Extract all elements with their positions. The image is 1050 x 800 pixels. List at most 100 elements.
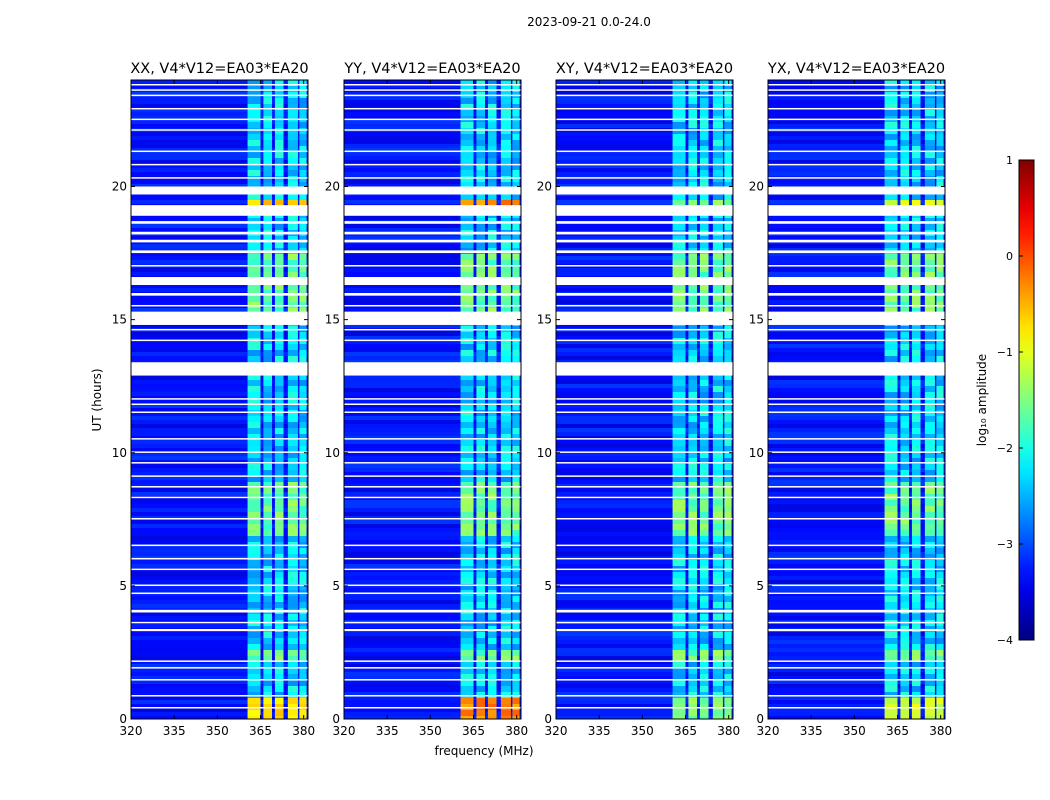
rfi-cell bbox=[287, 626, 298, 632]
flagged-row bbox=[344, 107, 521, 110]
rfi-cell bbox=[699, 332, 709, 338]
rfi-cell bbox=[672, 386, 686, 392]
rfi-cell bbox=[299, 476, 307, 482]
rfi-cell bbox=[247, 110, 261, 116]
flagged-row bbox=[344, 277, 521, 286]
rfi-cell bbox=[460, 554, 474, 560]
rfi-cell bbox=[900, 410, 910, 416]
rfi-cell bbox=[924, 398, 935, 404]
rfi-cell bbox=[287, 680, 298, 686]
rfi-cell bbox=[299, 692, 307, 698]
rfi-cell bbox=[274, 524, 284, 530]
rfi-cell bbox=[287, 572, 298, 578]
rfi-cell bbox=[500, 356, 511, 362]
rfi-cell bbox=[724, 578, 732, 584]
rfi-cell bbox=[884, 596, 898, 602]
rfi-cell bbox=[299, 104, 307, 110]
figure-title: 2023-09-21 0.0-24.0 bbox=[527, 15, 651, 29]
rfi-cell bbox=[287, 380, 298, 386]
rfi-cell bbox=[247, 260, 261, 266]
rfi-cell bbox=[274, 182, 284, 188]
rfi-cell bbox=[460, 548, 474, 554]
rfi-cell bbox=[688, 308, 698, 314]
rfi-cell bbox=[460, 386, 474, 392]
flagged-row bbox=[131, 403, 308, 405]
flagged-row bbox=[556, 304, 733, 307]
rfi-cell bbox=[487, 236, 497, 242]
rfi-cell bbox=[724, 548, 732, 554]
rfi-cell bbox=[712, 122, 723, 128]
panel-title: XY, V4*V12=EA03*EA20 bbox=[556, 61, 733, 77]
rfi-cell bbox=[500, 692, 511, 698]
rfi-cell bbox=[500, 476, 511, 482]
rfi-cell bbox=[900, 470, 910, 476]
rfi-cell bbox=[924, 308, 935, 314]
rfi-cell bbox=[299, 422, 307, 428]
rfi-cell bbox=[712, 260, 723, 266]
rfi-cell bbox=[299, 242, 307, 248]
rfi-cell bbox=[287, 344, 298, 350]
flagged-row bbox=[768, 177, 945, 179]
rfi-cell bbox=[247, 128, 261, 134]
rfi-cell bbox=[247, 716, 261, 719]
rfi-cell bbox=[500, 386, 511, 392]
rfi-cell bbox=[476, 506, 486, 512]
rfi-cell bbox=[724, 446, 732, 452]
rfi-cell bbox=[299, 128, 307, 134]
rfi-cell bbox=[500, 614, 511, 620]
rfi-cell bbox=[476, 182, 486, 188]
rfi-cell bbox=[287, 86, 298, 92]
rfi-cell bbox=[699, 194, 709, 200]
rfi-cell bbox=[688, 380, 698, 386]
rfi-cell bbox=[299, 578, 307, 584]
rfi-cell bbox=[924, 464, 935, 470]
rfi-cell bbox=[460, 374, 474, 380]
rfi-cell bbox=[884, 488, 898, 494]
flagged-row bbox=[131, 592, 308, 595]
rfi-cell bbox=[460, 122, 474, 128]
rfi-cell bbox=[884, 500, 898, 506]
rfi-cell bbox=[274, 554, 284, 560]
rfi-cell bbox=[263, 614, 273, 620]
rfi-cell bbox=[512, 428, 520, 434]
rfi-cell bbox=[263, 716, 273, 719]
rfi-cell bbox=[487, 104, 497, 110]
rfi-cell bbox=[724, 164, 732, 170]
rfi-cell bbox=[724, 488, 732, 494]
rfi-cell bbox=[500, 578, 511, 584]
rfi-cell bbox=[688, 260, 698, 266]
rfi-cell bbox=[460, 464, 474, 470]
rfi-cell bbox=[274, 602, 284, 608]
flagged-row bbox=[344, 328, 521, 331]
colorbar-label: log₁₀ amplitude bbox=[975, 354, 989, 446]
rfi-cell bbox=[712, 350, 723, 356]
rfi-cell bbox=[487, 446, 497, 452]
rfi-cell bbox=[924, 242, 935, 248]
rfi-cell bbox=[924, 152, 935, 158]
rfi-cell bbox=[500, 254, 511, 260]
rfi-cell bbox=[487, 638, 497, 644]
y-tick-label: 10 bbox=[325, 446, 340, 460]
rfi-cell bbox=[688, 548, 698, 554]
rfi-cell bbox=[688, 134, 698, 140]
rfi-cell bbox=[699, 182, 709, 188]
rfi-cell bbox=[263, 224, 273, 230]
flagged-row bbox=[131, 89, 308, 91]
rfi-cell bbox=[672, 272, 686, 278]
rfi-cell bbox=[287, 506, 298, 512]
rfi-cell bbox=[924, 98, 935, 104]
rfi-cell bbox=[699, 626, 709, 632]
rfi-cell bbox=[924, 344, 935, 350]
rfi-cell bbox=[512, 122, 520, 128]
rfi-cell bbox=[274, 428, 284, 434]
rfi-cell bbox=[672, 698, 686, 704]
rfi-cell bbox=[900, 614, 910, 620]
y-tick-label: 15 bbox=[325, 313, 340, 327]
rfi-cell bbox=[900, 428, 910, 434]
rfi-cell bbox=[274, 410, 284, 416]
rfi-cell bbox=[911, 560, 921, 566]
flagged-row bbox=[131, 163, 308, 166]
rfi-cell bbox=[460, 518, 474, 524]
rfi-cell bbox=[247, 692, 261, 698]
x-tick-label: 335 bbox=[588, 724, 611, 738]
